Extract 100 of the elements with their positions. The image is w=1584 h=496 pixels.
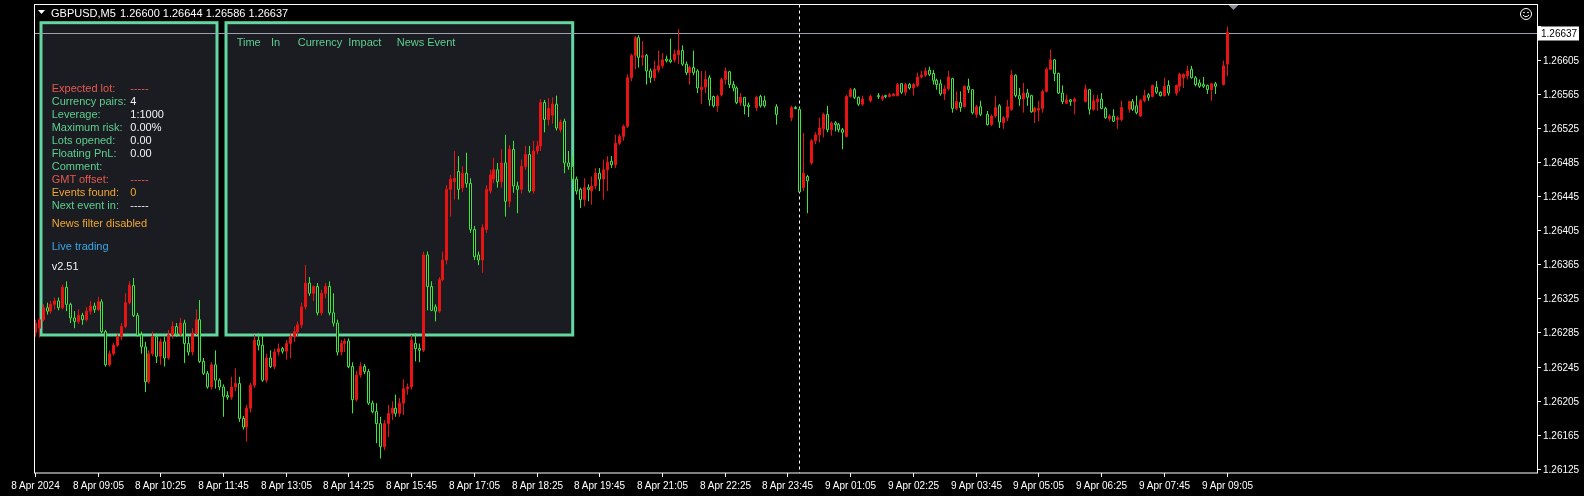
x-tick-label: 8 Apr 18:25 [511, 479, 564, 491]
candlestick [53, 297, 56, 310]
candlestick [159, 337, 162, 366]
candlestick [1210, 82, 1213, 102]
candlestick [214, 349, 217, 390]
annotation: News filter disabled [51, 216, 148, 229]
candlestick [77, 308, 80, 325]
candlestick [975, 104, 978, 119]
candlestick [677, 28, 680, 65]
x-tick-label: 8 Apr 10:25 [134, 479, 187, 491]
candlestick [343, 337, 346, 353]
x-tick-label: 9 Apr 07:45 [1138, 479, 1191, 491]
annotation: 0.00 [130, 133, 152, 146]
candlestick [61, 284, 64, 310]
candlestick [755, 95, 758, 112]
x-tick-label: 9 Apr 01:05 [824, 479, 877, 491]
x-tick-label: 8 Apr 13:05 [260, 479, 313, 491]
candlestick [888, 92, 891, 98]
candlestick [794, 105, 797, 110]
y-tick-label: 1.26365 [1543, 259, 1580, 270]
annotation: ----- [130, 198, 149, 211]
candlestick [532, 140, 535, 195]
candlestick [547, 97, 550, 126]
candlestick [563, 118, 566, 174]
candlestick [932, 69, 935, 86]
x-tick-label: 8 Apr 11:45 [198, 479, 250, 491]
candlestick [645, 53, 648, 86]
candlestick [93, 302, 96, 314]
candlestick [183, 319, 186, 364]
candlestick [735, 85, 738, 105]
candlestick [1151, 84, 1154, 98]
annotation: In [271, 36, 281, 48]
y-tick-label: 1.26565 [1543, 89, 1580, 100]
candlestick [422, 251, 425, 353]
candlestick [555, 95, 558, 132]
candlestick [504, 134, 507, 218]
candlestick [583, 177, 586, 207]
x-tick-label: 8 Apr 09:05 [72, 479, 125, 491]
candlestick [881, 94, 884, 102]
candlestick [826, 105, 829, 133]
candlestick [602, 159, 605, 201]
y-tick-label: 1.26605 [1543, 55, 1580, 66]
candlestick [924, 67, 927, 78]
y-tick-label: 1.26325 [1543, 293, 1580, 304]
candlestick [1147, 92, 1150, 102]
candlestick [708, 74, 711, 107]
candlestick [155, 332, 158, 364]
candlestick [551, 96, 554, 125]
annotation: News Event [396, 36, 456, 48]
annotation: Events found: [51, 185, 119, 198]
x-tick-label: 8 Apr 22:25 [699, 479, 752, 491]
candlestick [896, 82, 899, 97]
candlestick [265, 353, 268, 384]
candlestick [908, 82, 911, 91]
y-tick-label: 1.26445 [1543, 191, 1580, 202]
candlestick [179, 317, 182, 337]
candlestick [261, 334, 264, 383]
y-tick-label: 1.26205 [1543, 396, 1580, 407]
annotation: ----- [130, 172, 149, 185]
y-tick-label: 1.26245 [1543, 362, 1580, 373]
candlestick [340, 339, 343, 356]
candlestick [414, 332, 417, 362]
annotation: 4 [130, 94, 137, 107]
annotation: Maximum risk: [51, 120, 123, 133]
candlestick [669, 38, 672, 64]
candlestick [1022, 82, 1025, 114]
candlestick [508, 144, 511, 208]
x-tick-label: 8 Apr 2024 [11, 479, 61, 491]
annotation: Comment: [51, 159, 103, 172]
candlestick [822, 112, 825, 138]
candlestick [49, 300, 52, 315]
candlestick [998, 103, 1001, 129]
candlestick [587, 183, 590, 202]
candlestick [57, 297, 60, 311]
candlestick [394, 394, 397, 418]
annotation: Impact [348, 36, 382, 48]
candlestick [543, 99, 546, 133]
annotation: Live trading [51, 240, 109, 252]
candlestick [951, 77, 954, 114]
annotation: Next event in: [51, 198, 119, 211]
candlestick [869, 94, 872, 103]
candlestick [496, 162, 499, 189]
candlestick [1222, 60, 1225, 86]
candlestick [500, 148, 503, 189]
candlestick [1128, 100, 1131, 114]
candlestick [1226, 26, 1229, 77]
candlestick [716, 94, 719, 113]
candlestick [1214, 81, 1217, 95]
candlestick [637, 34, 640, 69]
annotation: 0 [130, 185, 137, 198]
candlestick [861, 95, 864, 107]
candlestick [759, 94, 762, 109]
annotation: Currency pairs: [51, 94, 127, 107]
candlestick [1084, 84, 1087, 103]
annotation: GMT offset: [51, 172, 109, 185]
candlestick [834, 120, 837, 132]
candlestick [1065, 94, 1068, 105]
candlestick [688, 65, 691, 86]
chart-title: GBPUSD,M5 [51, 6, 116, 19]
candlestick [210, 361, 213, 391]
